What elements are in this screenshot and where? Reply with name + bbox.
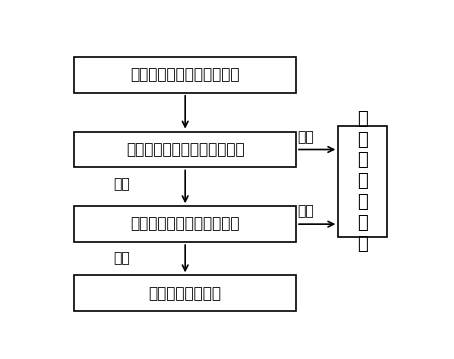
- FancyBboxPatch shape: [74, 131, 296, 167]
- Text: 判定驱动信号合格: 判定驱动信号合格: [148, 286, 222, 301]
- Text: 异常: 异常: [298, 205, 315, 219]
- FancyBboxPatch shape: [74, 206, 296, 242]
- Text: 异常: 异常: [298, 130, 315, 144]
- Text: 记
录
异
常
并
删
除: 记 录 异 常 并 删 除: [357, 110, 368, 253]
- FancyBboxPatch shape: [74, 57, 296, 93]
- Text: 同一固态功率器件动态检测: 同一固态功率器件动态检测: [130, 216, 240, 232]
- Text: 合格: 合格: [113, 252, 130, 266]
- Text: 合格: 合格: [113, 177, 130, 191]
- Text: 不同固态功率器件间动态检测: 不同固态功率器件间动态检测: [126, 142, 245, 157]
- Text: 获取各驱动信号的特征数据: 获取各驱动信号的特征数据: [130, 67, 240, 82]
- FancyBboxPatch shape: [74, 275, 296, 311]
- FancyBboxPatch shape: [338, 126, 388, 237]
